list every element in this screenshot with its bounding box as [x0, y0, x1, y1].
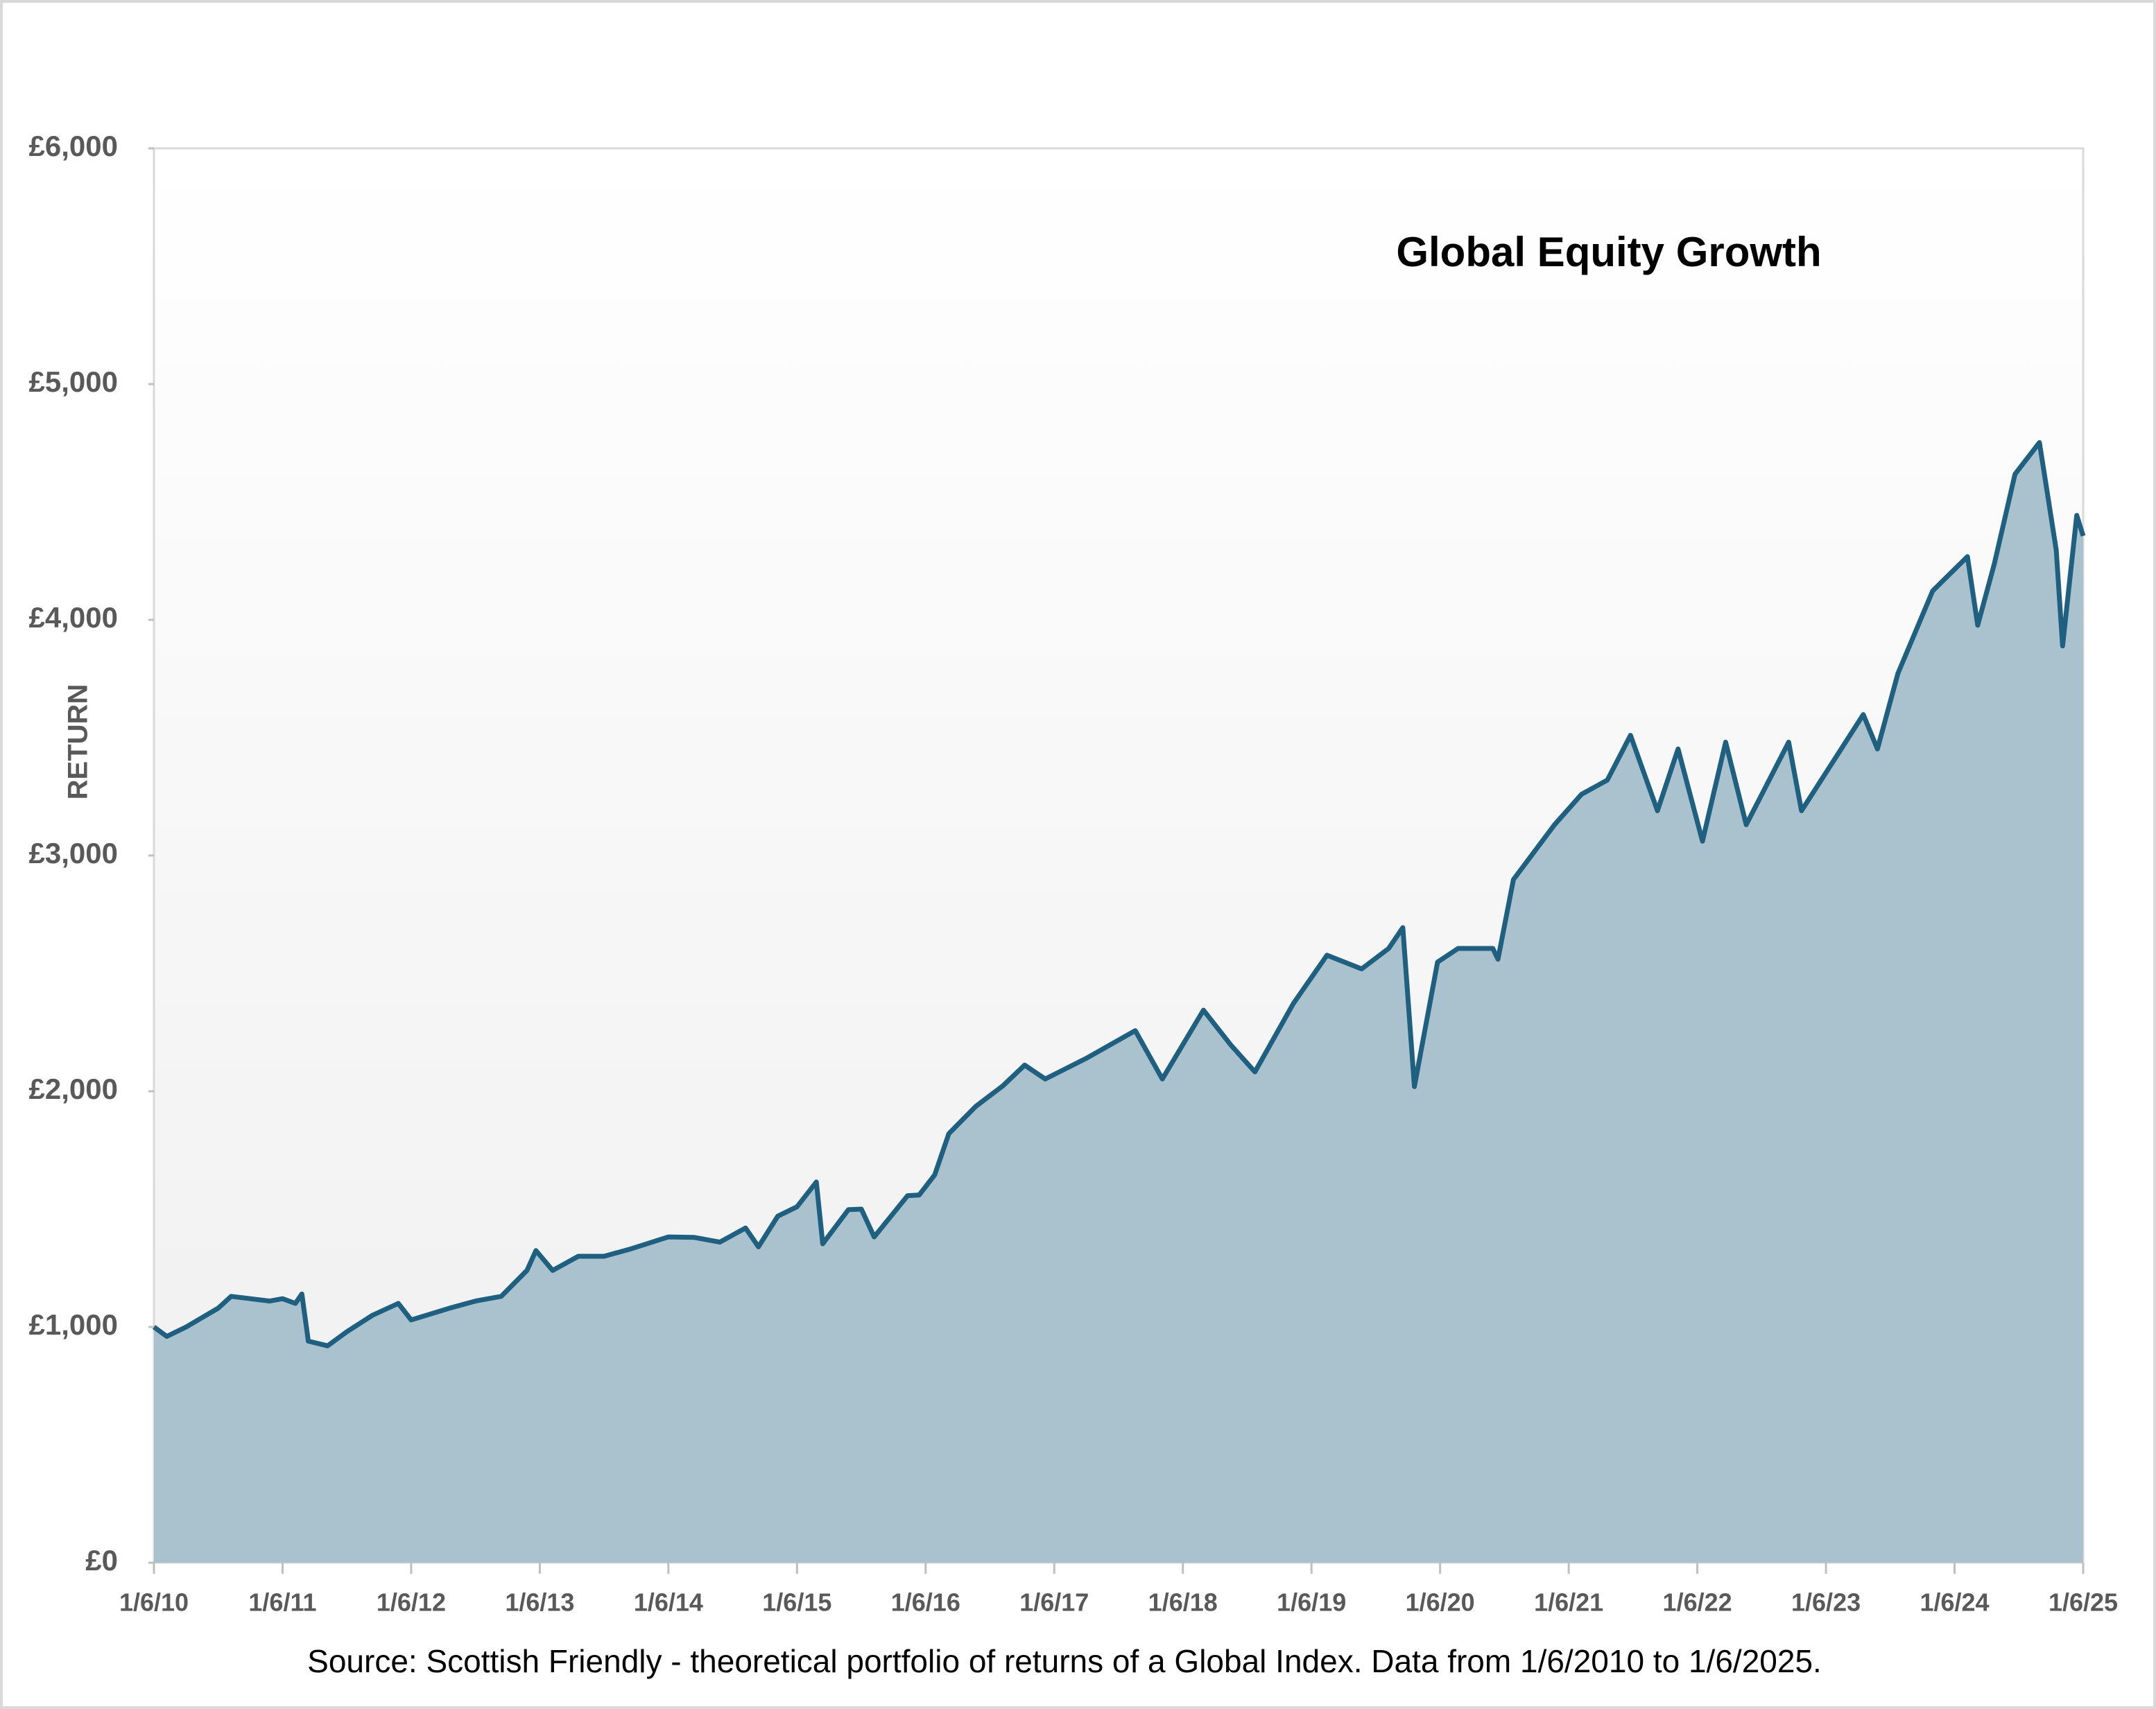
x-tick-label: 1/6/22: [1663, 1588, 1732, 1617]
x-tick-label: 1/6/17: [1019, 1588, 1089, 1617]
y-tick-label: £2,000: [29, 1073, 118, 1105]
x-tick-label: 1/6/12: [377, 1588, 446, 1617]
data-line: [152, 440, 2086, 1348]
y-tick-label: £6,000: [29, 130, 118, 162]
chart-title: Global Equity Growth: [1396, 229, 1821, 275]
x-tick-label: 1/6/23: [1791, 1588, 1861, 1617]
x-tick-label: 1/6/21: [1534, 1588, 1603, 1617]
y-axis-label: RETURN: [63, 684, 94, 800]
y-tick-label: £5,000: [29, 365, 118, 398]
x-tick-label: 1/6/18: [1148, 1588, 1218, 1617]
y-tick-label: £3,000: [29, 837, 118, 869]
x-tick-label: 1/6/14: [634, 1588, 703, 1617]
source-note: Source: Scottish Friendly - theoretical …: [307, 1643, 1822, 1679]
y-tick-label: £0: [85, 1544, 118, 1577]
x-tick-label: 1/6/13: [505, 1588, 574, 1617]
x-tick-label: 1/6/16: [891, 1588, 960, 1617]
x-tick-label: 1/6/10: [119, 1588, 189, 1617]
area-fill: [154, 442, 2083, 1563]
x-tick-label: 1/6/19: [1277, 1588, 1346, 1617]
y-tick-label: £4,000: [29, 601, 118, 634]
y-tick-label: £1,000: [29, 1308, 118, 1341]
x-tick-label: 1/6/25: [2049, 1588, 2118, 1617]
x-tick-label: 1/6/11: [248, 1588, 316, 1617]
x-tick-label: 1/6/24: [1920, 1588, 1989, 1617]
x-tick-label: 1/6/20: [1406, 1588, 1475, 1617]
x-tick-label: 1/6/15: [762, 1588, 831, 1617]
